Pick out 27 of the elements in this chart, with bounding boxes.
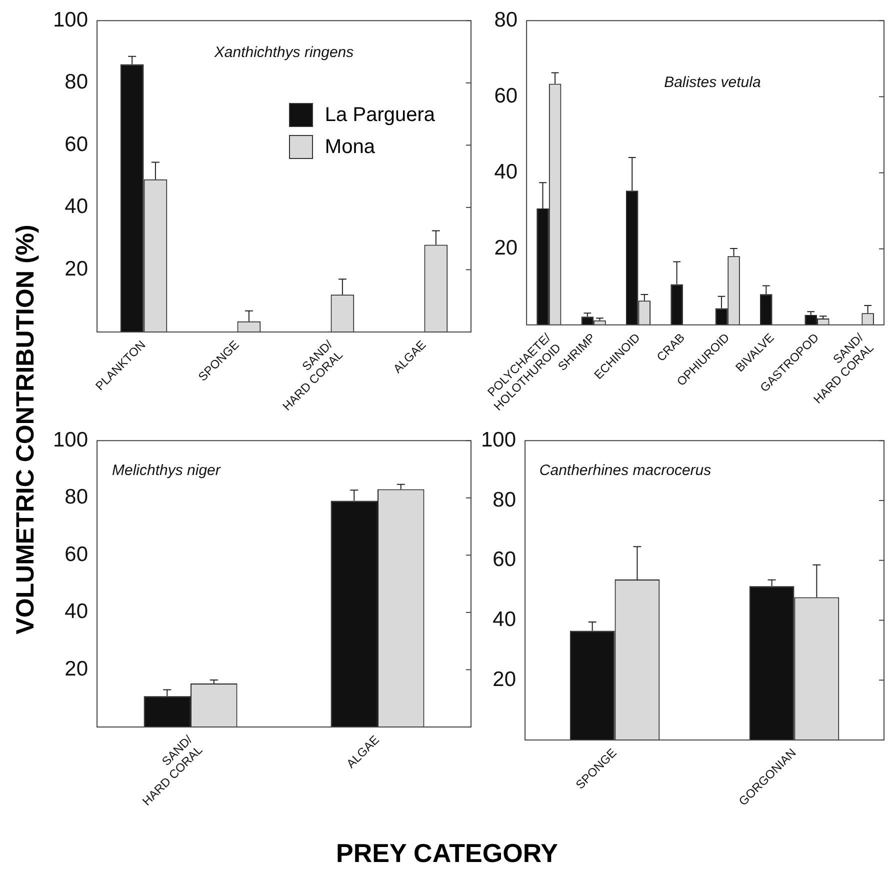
legend-label: Mona <box>324 136 375 158</box>
y-tick-label: 100 <box>52 428 88 452</box>
text: Balistes vetula <box>664 74 761 91</box>
y-tick-label: 60 <box>64 132 88 156</box>
y-tick-label: 40 <box>494 160 518 184</box>
y-tick-label: 80 <box>64 486 88 509</box>
y-tick-label: 60 <box>64 542 88 566</box>
y-tick-label: 40 <box>492 608 516 632</box>
y-tick-label: 60 <box>492 548 516 572</box>
text: Xanthichthys ringens <box>213 44 354 61</box>
y-tick-label: 100 <box>52 8 88 32</box>
y-tick-label: 20 <box>64 658 88 681</box>
y-tick-label: 20 <box>492 668 516 691</box>
y-tick-label: 80 <box>64 70 88 94</box>
y-tick-label: 100 <box>480 428 516 452</box>
y-tick-label: 40 <box>64 195 88 218</box>
y-tick-label: 20 <box>494 236 518 260</box>
x-axis-title: PREY CATEGORY <box>334 838 559 869</box>
y-tick-label: 80 <box>492 488 516 512</box>
y-tick-label: 60 <box>494 84 518 108</box>
legend-label: La Parguera <box>324 104 435 126</box>
y-tick-label: 20 <box>64 258 88 281</box>
y-axis-title: VOLUMETRIC CONTRIBUTION (%) <box>12 224 40 636</box>
text: Melichthys niger <box>112 462 222 479</box>
text: Cantherhines macrocerus <box>539 462 712 479</box>
y-tick-label: 80 <box>494 8 518 32</box>
y-tick-label: 40 <box>64 600 88 624</box>
